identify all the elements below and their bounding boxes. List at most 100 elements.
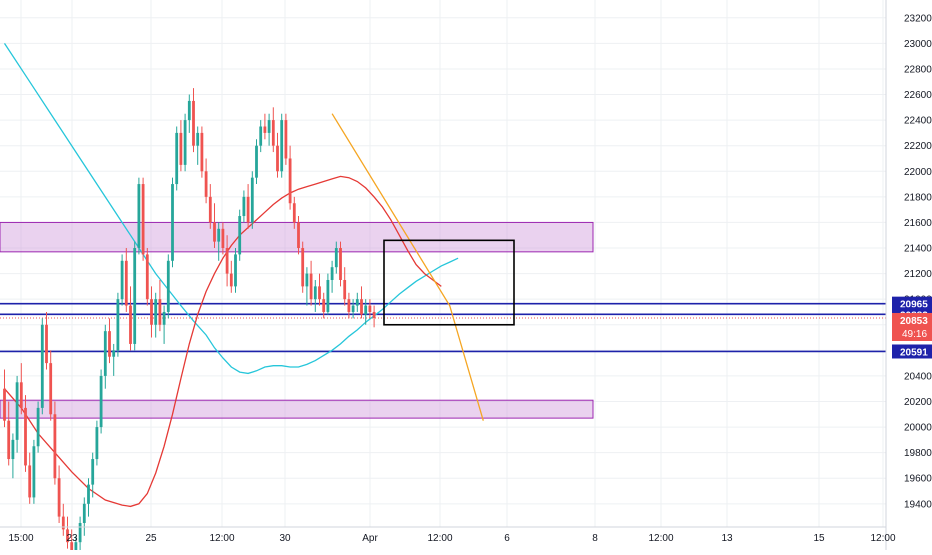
candle-body	[313, 286, 317, 300]
candle-body	[137, 184, 141, 249]
candle-body	[301, 248, 305, 287]
candle-body	[242, 196, 246, 217]
candle-body	[57, 478, 61, 517]
candle-body	[372, 311, 376, 318]
candle-body	[284, 120, 288, 159]
candle-body	[225, 248, 229, 274]
y-tick-label: 21400	[904, 244, 932, 255]
candle-body	[204, 171, 208, 197]
y-tick-label: 22600	[904, 90, 932, 101]
countdown-label: 49:16	[902, 329, 927, 340]
x-tick-label: Apr	[362, 533, 378, 544]
y-tick-label: 23000	[904, 39, 932, 50]
x-tick-label: 12:00	[648, 533, 673, 544]
candle-body	[11, 439, 15, 460]
candle-body	[309, 273, 313, 300]
candle-body	[19, 382, 23, 408]
y-tick-label: 19400	[904, 499, 932, 510]
candle-body	[355, 299, 359, 306]
candle-body	[66, 529, 69, 543]
candle-body	[91, 459, 95, 485]
candle-body	[158, 299, 162, 325]
x-tick-label: 6	[504, 533, 510, 544]
candle-body	[162, 311, 166, 325]
candle-body	[53, 414, 57, 479]
candle-body	[229, 273, 233, 287]
candle-body	[112, 350, 116, 357]
price-level-tag	[892, 344, 932, 359]
x-tick-label: 30	[279, 533, 291, 544]
candle-body	[297, 222, 300, 249]
candle-body	[246, 196, 250, 223]
candle-body	[70, 542, 74, 555]
candle-body	[271, 120, 275, 146]
x-tick-label: 13	[721, 533, 733, 544]
candle-body	[133, 248, 137, 344]
candle-body	[343, 279, 347, 300]
y-tick-label: 19600	[904, 474, 932, 485]
candle-body	[196, 132, 200, 146]
y-tick-label: 21800	[904, 192, 932, 203]
candle-body	[124, 260, 128, 306]
candle-body	[292, 203, 296, 223]
candle-body	[213, 222, 216, 242]
candle-body	[368, 305, 372, 312]
candle-body	[28, 465, 32, 498]
y-tick-label: 23200	[904, 13, 932, 24]
candle-body	[166, 260, 170, 312]
candle-body	[7, 420, 11, 460]
candle-body	[99, 375, 103, 428]
candle-body	[326, 279, 330, 312]
candle-body	[129, 305, 132, 344]
y-tick-label: 22400	[904, 116, 932, 127]
candles	[3, 88, 376, 555]
candle-body	[154, 299, 158, 325]
consolidation-box	[383, 239, 515, 326]
candle-body	[221, 228, 225, 249]
candle-body	[145, 254, 149, 300]
candle-body	[103, 331, 107, 376]
candle-body	[217, 228, 221, 242]
candle-body	[339, 248, 342, 280]
candle-body	[45, 324, 48, 364]
candle-body	[183, 120, 187, 165]
candle-body	[116, 299, 120, 351]
candle-body	[234, 254, 237, 287]
y-tick-label: 22200	[904, 141, 932, 152]
candle-body	[250, 177, 254, 223]
candle-body	[108, 331, 111, 357]
candle-body	[95, 427, 99, 460]
candle-body	[238, 216, 242, 255]
candle-body	[179, 132, 183, 165]
x-tick-label: 8	[592, 533, 598, 544]
candle-body	[347, 299, 351, 312]
candle-body	[36, 407, 40, 447]
y-tick-label: 21600	[904, 218, 932, 229]
y-tick-label: 22800	[904, 64, 932, 75]
grid	[0, 0, 886, 527]
candle-body	[175, 132, 179, 185]
candle-body	[49, 363, 53, 415]
candle-body	[87, 484, 90, 504]
candle-body	[150, 299, 153, 325]
y-tick-label: 19800	[904, 448, 932, 459]
price-level-tag	[892, 296, 932, 311]
last-price-tag	[892, 312, 932, 341]
candle-body	[24, 407, 27, 466]
candle-body	[259, 126, 263, 146]
candle-body	[330, 267, 334, 280]
candle-body	[15, 382, 19, 440]
candle-body	[280, 120, 284, 172]
price-level-label: 20591	[900, 347, 928, 358]
annotations	[331, 113, 515, 421]
candle-body	[351, 305, 355, 312]
candle-body	[364, 305, 368, 315]
candle-body	[61, 516, 65, 530]
projection-line	[331, 113, 484, 421]
candle-body	[187, 100, 191, 121]
candle-body	[305, 273, 309, 287]
candle-body	[120, 260, 124, 300]
x-tick-label: 25	[145, 533, 157, 544]
x-tick-label: 12:00	[209, 533, 234, 544]
